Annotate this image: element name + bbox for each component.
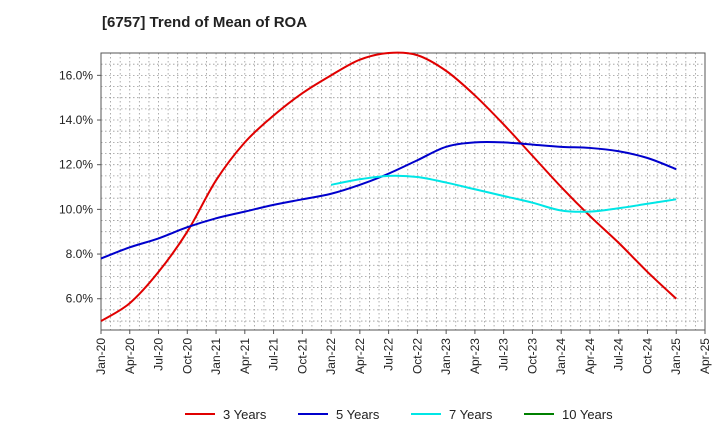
- x-tick-label: Jan-20: [94, 338, 108, 375]
- y-tick-label: 6.0%: [66, 292, 94, 306]
- grid: [101, 53, 705, 330]
- series-line-7-years: [330, 174, 677, 213]
- x-tick-label: Jan-21: [209, 338, 223, 375]
- y-tick-label: 10.0%: [59, 202, 93, 216]
- y-axis: 6.0% 8.0% 10.0% 12.0% 14.0% 16.0%: [59, 68, 101, 306]
- y-tick-label: 16.0%: [59, 68, 93, 82]
- x-tick-label: Oct-24: [640, 338, 654, 374]
- x-tick-label: Jul-23: [497, 338, 511, 371]
- x-tick-label: Oct-22: [410, 338, 424, 374]
- x-tick-label: Apr-22: [353, 338, 367, 374]
- legend-label: 3 Years: [223, 407, 267, 422]
- x-tick-label: Jul-20: [152, 338, 166, 371]
- y-tick-label: 14.0%: [59, 113, 93, 127]
- chart-title: [6757] Trend of Mean of ROA: [102, 14, 308, 31]
- x-tick-label: Jan-22: [324, 338, 338, 375]
- x-tick-label: Apr-23: [468, 338, 482, 374]
- legend-label: 5 Years: [336, 407, 380, 422]
- x-tick-label: Jan-25: [669, 338, 683, 375]
- legend-label: 10 Years: [562, 407, 613, 422]
- x-tick-label: Jul-24: [612, 338, 626, 371]
- y-tick-label: 12.0%: [59, 158, 93, 172]
- x-tick-label: Oct-20: [180, 338, 194, 374]
- x-tick-label: Jul-21: [267, 338, 281, 371]
- series-line-3-years: [100, 51, 677, 322]
- series-lines: [100, 51, 677, 322]
- x-tick-label: Apr-21: [238, 338, 252, 374]
- x-tick-label: Apr-24: [583, 338, 597, 374]
- x-tick-label: Oct-23: [525, 338, 539, 374]
- x-tick-label: Oct-21: [295, 338, 309, 374]
- legend-label: 7 Years: [449, 407, 493, 422]
- series-line-5-years: [100, 140, 677, 260]
- x-tick-label: Jul-22: [382, 338, 396, 371]
- x-tick-label: Jan-24: [554, 338, 568, 375]
- x-tick-label: Apr-25: [698, 338, 712, 374]
- x-tick-label: Apr-20: [123, 338, 137, 374]
- y-tick-label: 8.0%: [66, 247, 94, 261]
- legend: 3 Years 5 Years 7 Years 10 Years: [185, 407, 613, 422]
- plot-frame: [100, 52, 706, 331]
- x-tick-label: Jan-23: [439, 338, 453, 375]
- x-axis: Jan-20 Apr-20 Jul-20 Oct-20 Jan-21 Apr-21 Jul-…: [94, 330, 712, 375]
